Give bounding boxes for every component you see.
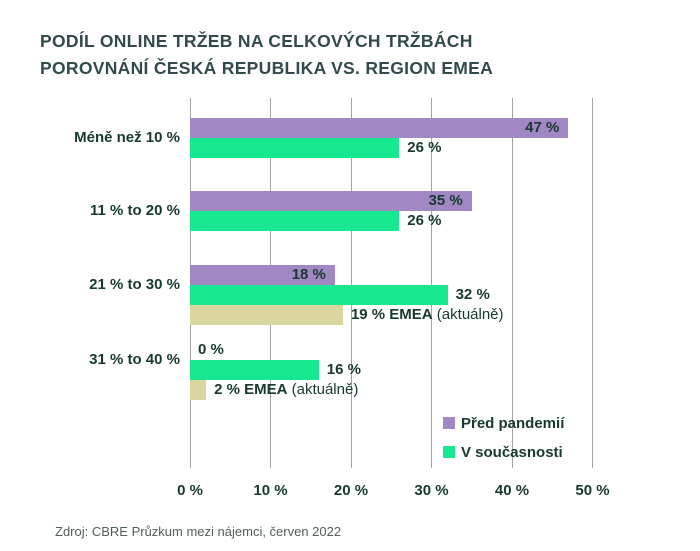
x-axis-tick-label: 0 % (177, 482, 203, 499)
source-note: Zdroj: CBRE Průzkum mezi nájemci, červen… (55, 524, 342, 539)
category-label: 21 % to 30 % (89, 276, 180, 293)
x-axis-tick-label: 10 % (253, 482, 288, 499)
x-axis-tick-label: 30 % (414, 482, 449, 499)
gridline (511, 98, 513, 468)
legend-swatch-icon (443, 417, 455, 429)
bar (190, 138, 400, 158)
category-label: Méně než 10 % (74, 129, 180, 146)
gridline (431, 98, 432, 468)
chart-title-line2: POROVNÁNÍ ČESKÁ REPUBLIKA VS. REGION EME… (40, 58, 494, 78)
bar (190, 191, 472, 211)
value-label-suffix: (aktuálně) (287, 381, 359, 398)
value-label: 26 % (407, 139, 442, 156)
gridline (592, 98, 593, 468)
bar (190, 211, 400, 231)
value-label: 35 % (428, 192, 463, 209)
chart-title-line1: PODÍL ONLINE TRŽEB NA CELKOVÝCH TRŽBÁCH (40, 31, 473, 51)
legend: Před pandemií V současnosti (443, 412, 564, 470)
value-label: 32 % (455, 286, 490, 303)
legend-label: Před pandemií (461, 414, 565, 432)
bar (190, 118, 569, 138)
bar (190, 360, 319, 380)
value-label: 19 % EMEA (aktuálně) (350, 306, 504, 323)
x-axis-tick-label: 40 % (494, 482, 530, 499)
value-label: 26 % (407, 212, 442, 229)
bar (190, 380, 207, 400)
bar (190, 305, 343, 325)
value-label: 2 % EMEA (aktuálně) (214, 381, 359, 398)
value-label-suffix: (aktuálně) (432, 306, 504, 323)
bar (190, 285, 448, 305)
x-axis-tick-label: 50 % (575, 482, 610, 499)
category-label: 11 % to 20 % (89, 202, 180, 219)
category-label: 31 % to 40 % (89, 351, 180, 368)
chart-title: PODÍL ONLINE TRŽEB NA CELKOVÝCH TRŽBÁCH … (40, 28, 493, 82)
value-label: 0 % (198, 341, 224, 358)
legend-item: V současnosti (443, 441, 564, 463)
legend-swatch-icon (443, 446, 455, 458)
value-label: 16 % (326, 361, 361, 378)
gridline (350, 98, 352, 468)
legend-item: Před pandemií (443, 412, 564, 434)
value-label: 47 % (525, 119, 560, 136)
bar (190, 265, 335, 285)
legend-label: V současnosti (461, 443, 563, 461)
x-axis-tick-label: 20 % (333, 482, 369, 499)
value-label: 18 % (291, 266, 326, 283)
